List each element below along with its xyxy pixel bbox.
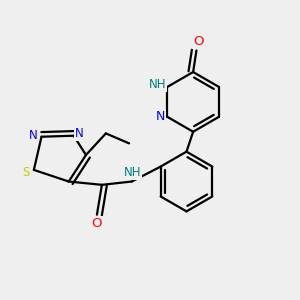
Text: NH: NH (148, 78, 166, 91)
Text: NH: NH (124, 167, 141, 179)
Text: N: N (28, 129, 37, 142)
Text: S: S (22, 166, 30, 179)
Text: O: O (92, 217, 102, 230)
Text: O: O (193, 35, 203, 48)
Text: N: N (75, 127, 84, 140)
Text: N: N (155, 110, 165, 123)
